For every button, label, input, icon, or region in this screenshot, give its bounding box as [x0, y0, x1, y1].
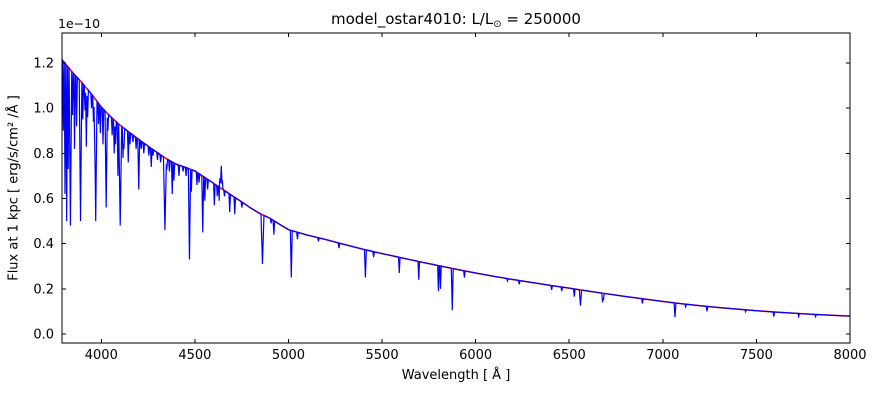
- y-tick-label: 1.2: [33, 57, 54, 72]
- plot-title: model_ostar4010: L/L⊙ = 250000: [62, 10, 850, 30]
- y-tick-label: 1.0: [33, 102, 54, 117]
- y-tick-label: 0.2: [33, 282, 54, 297]
- plot-title-prefix: model_ostar4010: L/L: [331, 10, 494, 28]
- x-tick-label: 7000: [646, 348, 679, 363]
- plot-data-area: [62, 59, 850, 319]
- axes-frame: [61, 32, 851, 344]
- x-tick-label: 7500: [740, 348, 773, 363]
- x-axis-label: Wavelength [ Å ]: [401, 368, 511, 383]
- tick-marks: [62, 33, 851, 343]
- y-tick-label: 0.4: [33, 237, 54, 252]
- y-axis-label: Flux at 1 kpc [ erg/s/cm² /Å ]: [6, 95, 22, 281]
- spectrum-line: [62, 59, 850, 319]
- y-axis-offset-label: 1e−10: [58, 16, 101, 31]
- x-tick-label: 5500: [366, 348, 399, 363]
- x-tick-label: 6500: [553, 348, 586, 363]
- x-tick-label: 6000: [459, 348, 492, 363]
- continuum-line: [62, 59, 850, 317]
- x-tick-label: 8000: [833, 348, 866, 363]
- y-tick-label: 0.6: [33, 192, 54, 207]
- x-tick-label: 4000: [85, 348, 118, 363]
- x-tick-label: 5000: [272, 348, 305, 363]
- x-tick-label: 4500: [178, 348, 211, 363]
- sun-symbol: ⊙: [493, 19, 502, 30]
- y-tick-label: 0.8: [33, 147, 54, 162]
- y-tick-label: 0.0: [33, 327, 54, 342]
- plot-title-suffix: = 250000: [501, 10, 581, 28]
- tick-labels: 4000 4500 5000 5500 6000 6500 7000 7500 8000 0.0 0…: [33, 57, 866, 363]
